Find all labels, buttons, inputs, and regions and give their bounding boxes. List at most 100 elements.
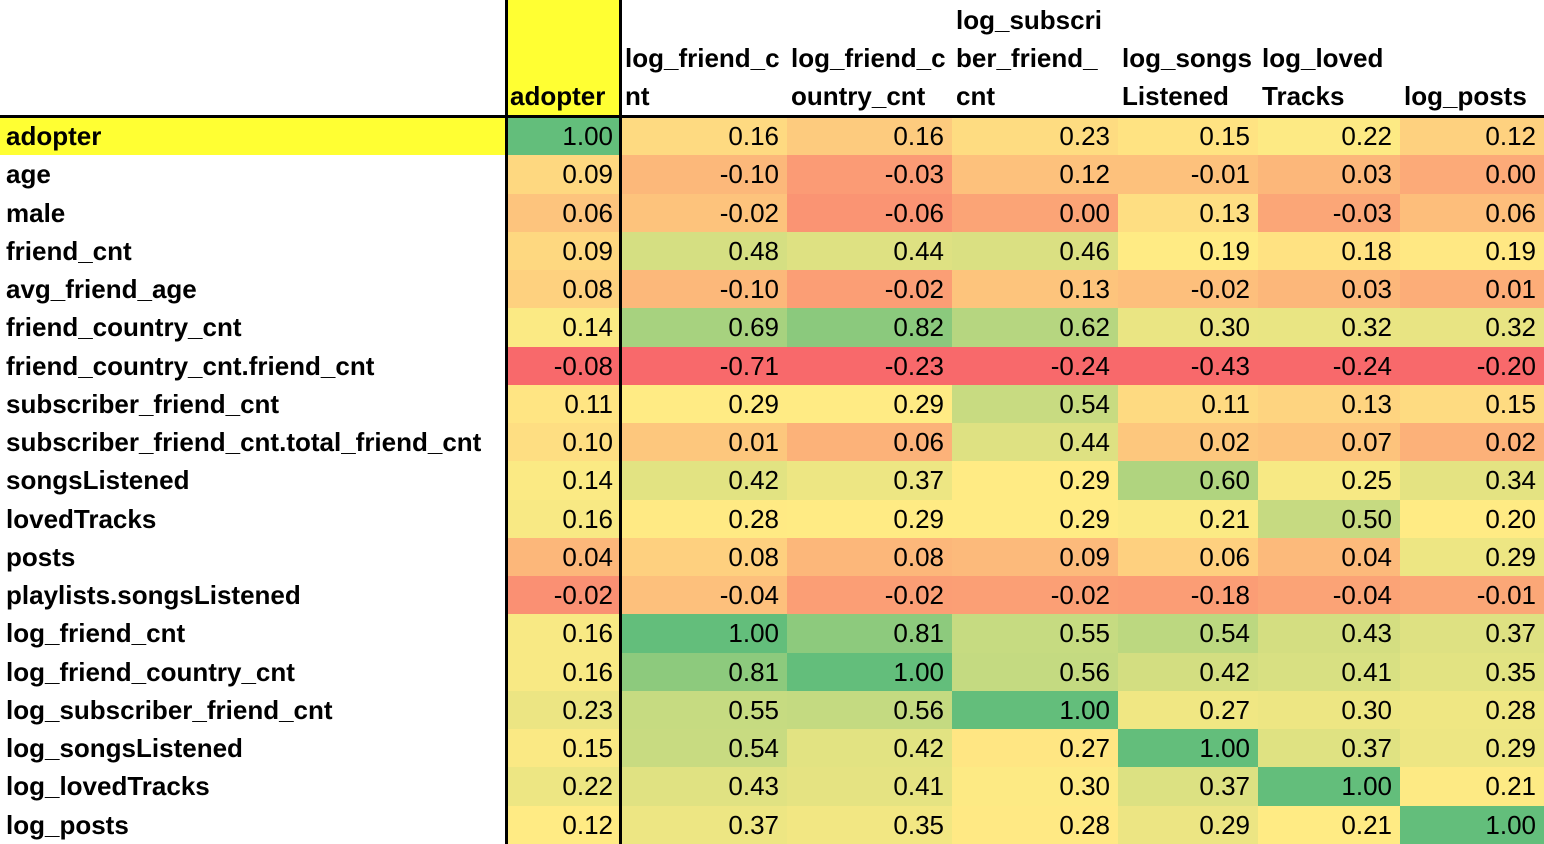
value-cell: 0.69 bbox=[621, 308, 787, 347]
value-cell: -0.02 bbox=[952, 576, 1118, 614]
value-cell: 0.06 bbox=[1118, 538, 1258, 576]
column-divider bbox=[619, 0, 622, 844]
row-label: log_friend_country_cnt bbox=[6, 657, 295, 687]
value-cell: 0.08 bbox=[787, 538, 952, 576]
column-header-text: Tracks bbox=[1262, 81, 1345, 111]
value-cell: 1.00 bbox=[1400, 806, 1544, 844]
value-cell: -0.03 bbox=[1258, 194, 1400, 232]
row-label: age bbox=[6, 159, 51, 189]
value-cell: 0.19 bbox=[1118, 232, 1258, 270]
value-cell: 0.23 bbox=[506, 691, 621, 729]
value-cell: 0.08 bbox=[621, 538, 787, 576]
value-cell: 0.20 bbox=[1400, 500, 1544, 538]
column-header: log_subscri ber_friend_ cnt bbox=[952, 0, 1118, 117]
value-cell: 0.22 bbox=[1258, 117, 1400, 155]
column-header: log_friend_c nt bbox=[621, 0, 787, 117]
value-cell: 0.15 bbox=[506, 729, 621, 767]
value-cell: 0.42 bbox=[621, 461, 787, 500]
row-label: subscriber_friend_cnt bbox=[6, 389, 280, 419]
value-cell: -0.02 bbox=[787, 576, 952, 614]
value-cell: 0.15 bbox=[1118, 117, 1258, 155]
value-cell: 0.35 bbox=[1400, 653, 1544, 691]
value-cell: 0.09 bbox=[506, 232, 621, 270]
value-cell: 0.14 bbox=[506, 308, 621, 347]
value-cell: 0.06 bbox=[1400, 194, 1544, 232]
value-cell: 0.29 bbox=[1118, 806, 1258, 844]
value-cell: 0.32 bbox=[1400, 308, 1544, 347]
value-cell: 0.12 bbox=[506, 806, 621, 844]
column-header: log_loved Tracks bbox=[1258, 0, 1400, 117]
value-cell: 1.00 bbox=[621, 614, 787, 653]
value-cell: 0.13 bbox=[952, 270, 1118, 308]
value-cell: 0.29 bbox=[1400, 538, 1544, 576]
value-cell: -0.23 bbox=[787, 347, 952, 385]
value-cell: 0.04 bbox=[1258, 538, 1400, 576]
value-cell: 0.29 bbox=[1400, 729, 1544, 767]
value-cell: 0.00 bbox=[952, 194, 1118, 232]
value-cell: -0.10 bbox=[621, 155, 787, 194]
value-cell: 0.41 bbox=[1258, 653, 1400, 691]
row-label: log_posts bbox=[6, 810, 129, 840]
value-cell: 0.12 bbox=[952, 155, 1118, 194]
value-cell: 0.19 bbox=[1400, 232, 1544, 270]
value-cell: -0.20 bbox=[1400, 347, 1544, 385]
value-cell: 0.21 bbox=[1400, 767, 1544, 806]
value-cell: 0.08 bbox=[506, 270, 621, 308]
value-cell: 1.00 bbox=[506, 117, 621, 155]
value-cell: 0.50 bbox=[1258, 500, 1400, 538]
value-cell: 0.56 bbox=[952, 653, 1118, 691]
column-header-text: nt bbox=[625, 81, 650, 111]
value-cell: 0.06 bbox=[787, 423, 952, 461]
column-header-text: log_posts bbox=[1404, 81, 1527, 111]
value-cell: 0.02 bbox=[1400, 423, 1544, 461]
value-cell: 0.55 bbox=[621, 691, 787, 729]
value-cell: 0.30 bbox=[952, 767, 1118, 806]
value-cell: 0.03 bbox=[1258, 270, 1400, 308]
value-cell: 0.12 bbox=[1400, 117, 1544, 155]
row-label: posts bbox=[6, 542, 76, 572]
column-header: log_posts bbox=[1400, 0, 1544, 117]
row-label: male bbox=[6, 198, 66, 228]
value-cell: -0.02 bbox=[506, 576, 621, 614]
row-label: log_friend_cnt bbox=[6, 618, 186, 648]
column-header-text: log_songs bbox=[1122, 43, 1253, 73]
value-cell: 0.43 bbox=[1258, 614, 1400, 653]
value-cell: 0.44 bbox=[952, 423, 1118, 461]
column-header-text: ountry_cnt bbox=[791, 81, 926, 111]
row-label: adopter bbox=[0, 117, 506, 155]
value-cell: 0.44 bbox=[787, 232, 952, 270]
row-label: lovedTracks bbox=[6, 504, 157, 534]
value-cell: 0.42 bbox=[787, 729, 952, 767]
value-cell: 0.21 bbox=[1258, 806, 1400, 844]
value-cell: 0.81 bbox=[787, 614, 952, 653]
value-cell: -0.02 bbox=[787, 270, 952, 308]
value-cell: 0.14 bbox=[506, 461, 621, 500]
value-cell: 0.16 bbox=[621, 117, 787, 155]
column-header: log_friend_c ountry_cnt bbox=[787, 0, 952, 117]
value-cell: 0.22 bbox=[506, 767, 621, 806]
value-cell: 0.29 bbox=[787, 385, 952, 423]
value-cell: 0.37 bbox=[787, 461, 952, 500]
column-header-text: log_friend_c bbox=[791, 43, 946, 73]
value-cell: 0.13 bbox=[1258, 385, 1400, 423]
value-cell: 0.00 bbox=[1400, 155, 1544, 194]
value-cell: 0.54 bbox=[952, 385, 1118, 423]
value-cell: -0.04 bbox=[621, 576, 787, 614]
value-cell: 0.30 bbox=[1258, 691, 1400, 729]
value-cell: 0.29 bbox=[621, 385, 787, 423]
column-header-text: adopter bbox=[510, 81, 606, 111]
value-cell: -0.43 bbox=[1118, 347, 1258, 385]
value-cell: 1.00 bbox=[952, 691, 1118, 729]
column-header: log_songs Listened bbox=[1118, 0, 1258, 117]
column-divider bbox=[505, 0, 508, 844]
value-cell: 0.25 bbox=[1258, 461, 1400, 500]
value-cell: 0.01 bbox=[621, 423, 787, 461]
value-cell: 0.32 bbox=[1258, 308, 1400, 347]
value-cell: 0.54 bbox=[1118, 614, 1258, 653]
value-cell: -0.02 bbox=[621, 194, 787, 232]
value-cell: 0.11 bbox=[506, 385, 621, 423]
value-cell: 0.28 bbox=[952, 806, 1118, 844]
value-cell: -0.08 bbox=[506, 347, 621, 385]
value-cell: 0.81 bbox=[621, 653, 787, 691]
row-label: playlists.songsListened bbox=[6, 580, 301, 610]
